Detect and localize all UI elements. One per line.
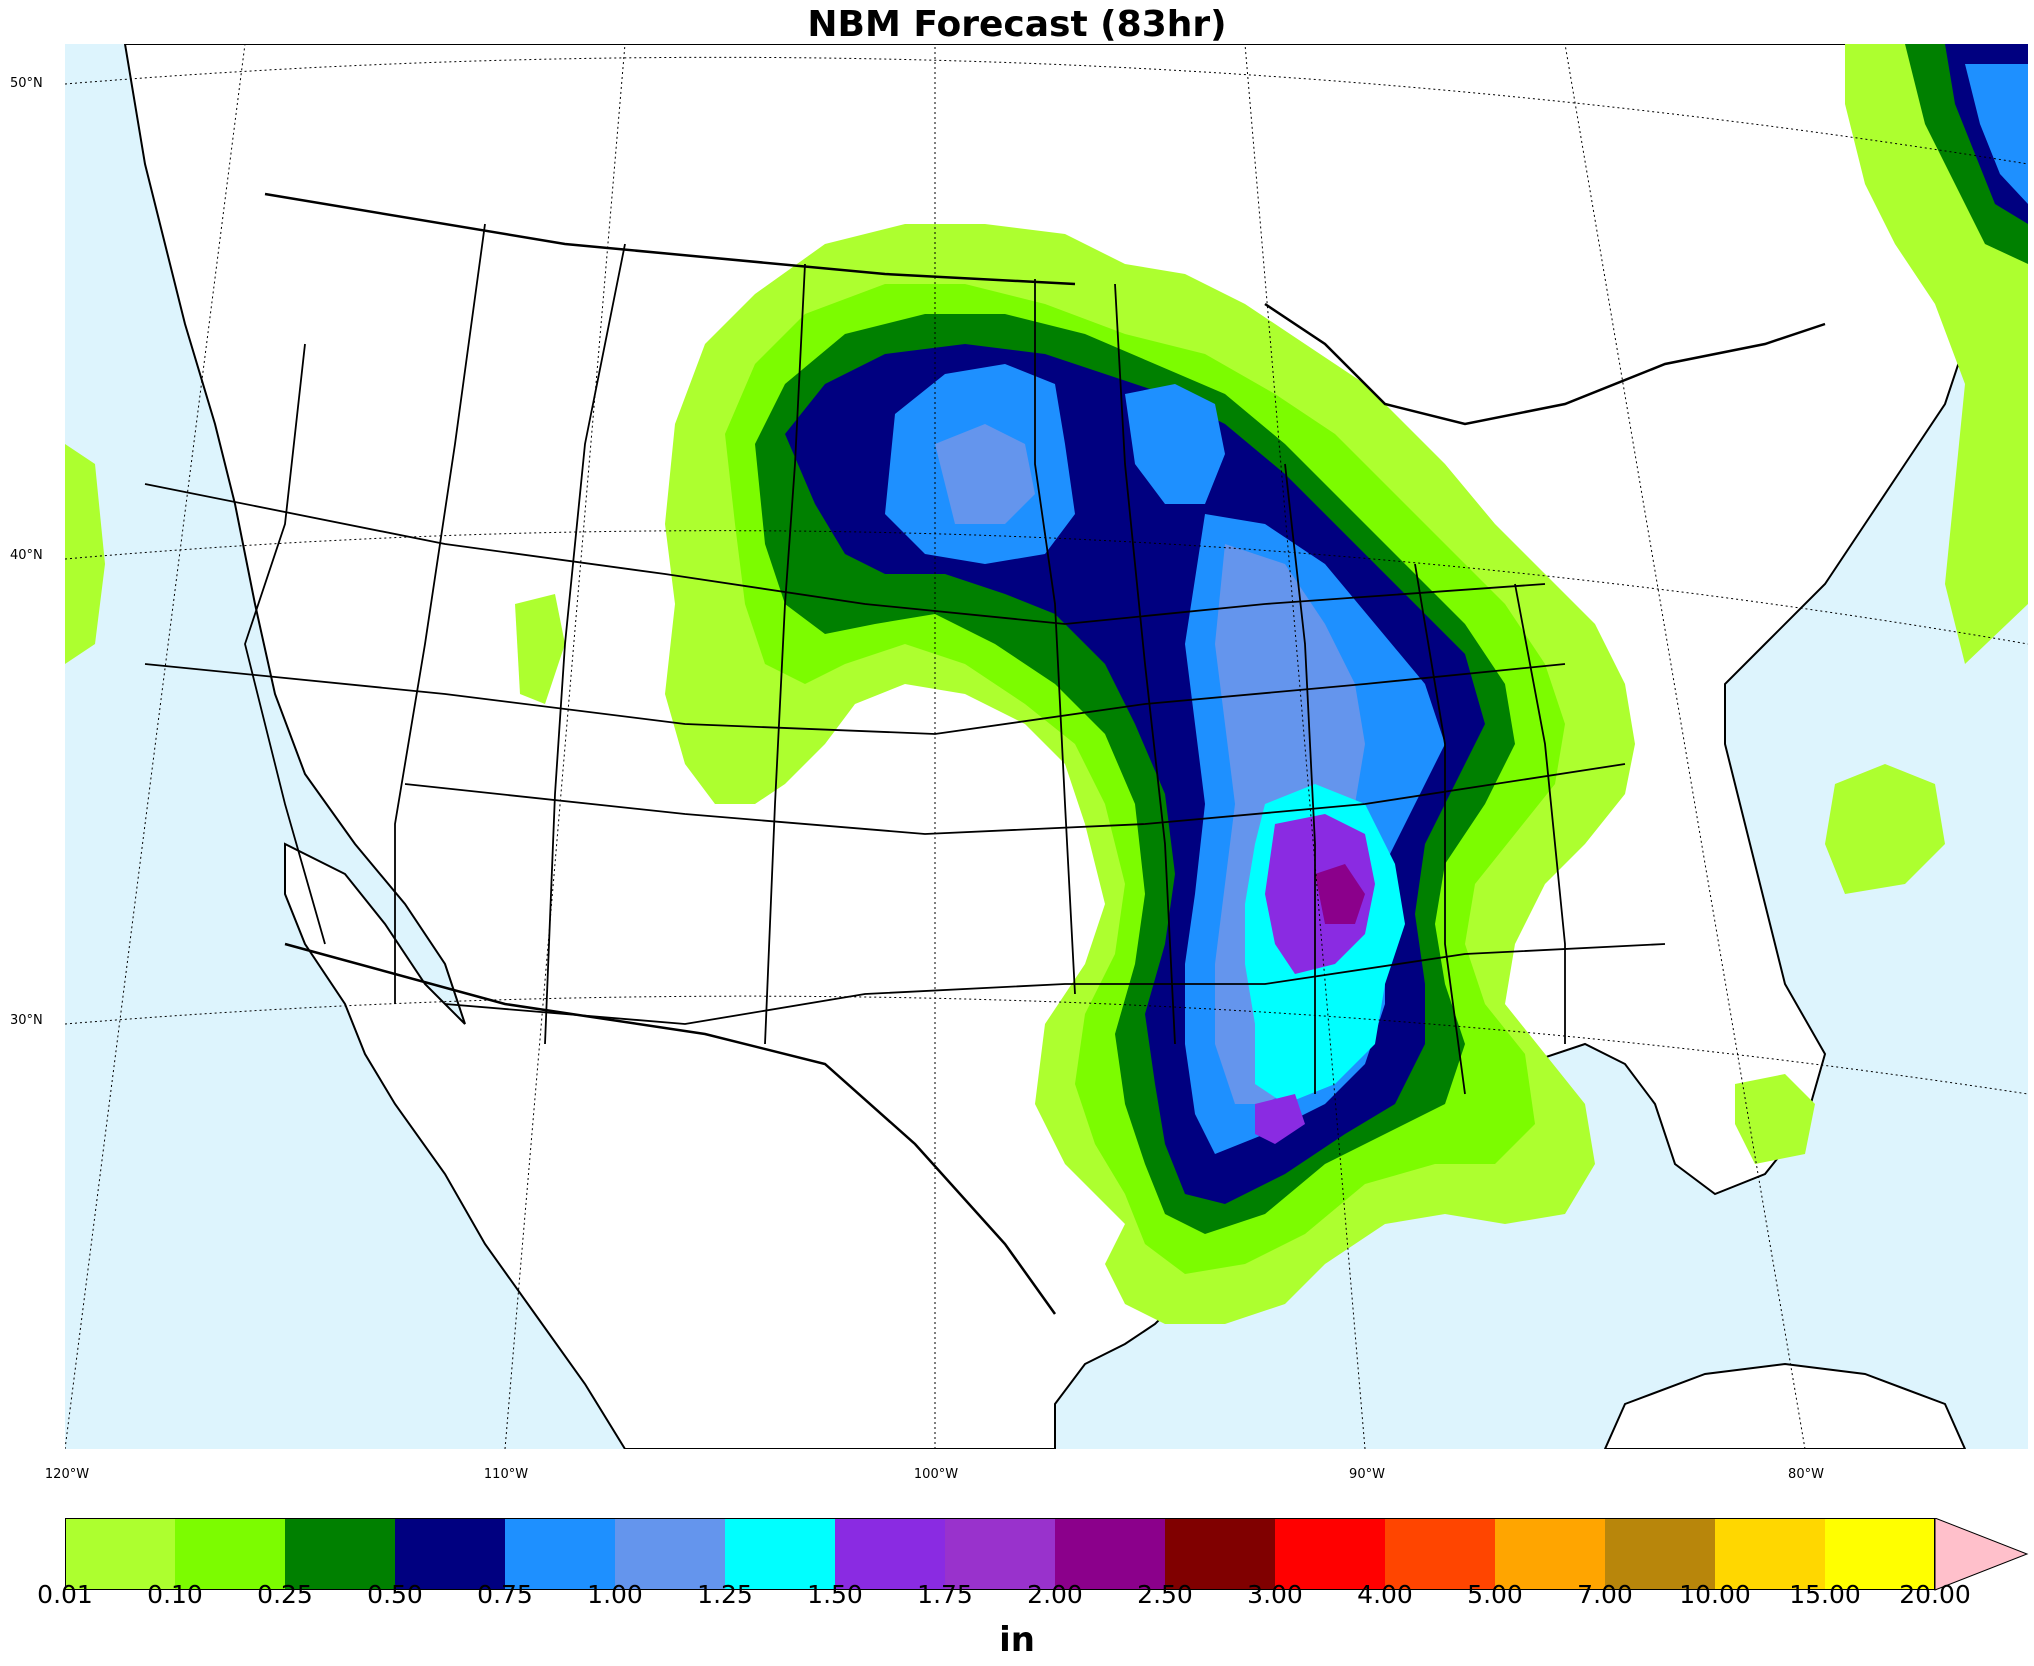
lat-label-30: 30°N — [10, 1013, 43, 1028]
political-borders — [264, 192, 1826, 1315]
colorbar-tick-label: 4.00 — [1357, 1580, 1413, 1609]
border-east-3 — [1514, 583, 1566, 1044]
colorbar-tick-label: 20.00 — [1899, 1580, 1971, 1609]
colorbar-tick-label: 0.25 — [257, 1580, 313, 1609]
precip-colorado — [515, 594, 565, 704]
map-canvas — [65, 44, 2028, 1449]
colorbar-units: in — [999, 1620, 1035, 1660]
border-west-3 — [544, 243, 626, 1045]
colorbar-segment — [1165, 1518, 1275, 1590]
colorbar-segment — [1825, 1518, 1935, 1590]
border-mid-2 — [1034, 279, 1076, 995]
colorbar-tick-label: 1.00 — [587, 1580, 643, 1609]
precip-florida-east — [1735, 1074, 1815, 1164]
colorbar-segment — [65, 1518, 175, 1590]
colorbar-segment — [1055, 1518, 1165, 1590]
colorbar-tick-label: 0.01 — [37, 1580, 93, 1609]
colorbar-tick-label: 1.75 — [917, 1580, 973, 1609]
lon-label-100: 100°W — [913, 1467, 959, 1482]
colorbar-segment — [505, 1518, 615, 1590]
border-west-2 — [394, 223, 486, 1004]
colorbar-tick-label: 2.50 — [1137, 1580, 1193, 1609]
lon-line-110 — [504, 44, 626, 1449]
great-lakes-border — [1264, 302, 1826, 426]
colorbar-segment — [1385, 1518, 1495, 1590]
lon-line-120 — [65, 44, 246, 1449]
lat-label-50: 50°N — [10, 76, 43, 91]
precip-atlantic — [1825, 764, 1945, 894]
border-lat-4 — [444, 943, 1666, 1025]
precip-ne-0.75 — [1965, 64, 2028, 204]
border-east-2 — [1414, 563, 1466, 1095]
colorbar-tick-label: 5.00 — [1467, 1580, 1523, 1609]
lat-label-40: 40°N — [10, 548, 43, 563]
colorbar-tick-label: 0.10 — [147, 1580, 203, 1609]
border-east-1 — [1284, 463, 1316, 1094]
colorbar-segment — [1275, 1518, 1385, 1590]
colorbar-segment — [175, 1518, 285, 1590]
border-mid-3 — [1114, 283, 1176, 1045]
colorbar-segment — [1495, 1518, 1605, 1590]
colorbar-segment — [725, 1518, 835, 1590]
precip-2.00 — [1315, 864, 1365, 924]
lon-label-90: 90°W — [1349, 1467, 1385, 1482]
colorbar-segment — [1605, 1518, 1715, 1590]
border-lat-2 — [144, 663, 1566, 735]
colorbar-tick-label: 1.50 — [807, 1580, 863, 1609]
colorbar-segment — [615, 1518, 725, 1590]
colorbar-tick-label: 10.00 — [1679, 1580, 1751, 1609]
colorbar-tick-label: 2.00 — [1027, 1580, 1083, 1609]
precip-field — [65, 44, 2028, 1324]
lon-line-90 — [1244, 44, 1366, 1449]
colorbar-tick-label: 1.25 — [697, 1580, 753, 1609]
colorbar-segment — [1715, 1518, 1825, 1590]
colorbar-segment — [285, 1518, 395, 1590]
colorbar-tick-label: 15.00 — [1789, 1580, 1861, 1609]
border-west-1 — [244, 343, 326, 945]
cuba-land — [1603, 1362, 1967, 1449]
lon-label-120: 120°W — [44, 1467, 90, 1482]
border-lat-1 — [144, 483, 1546, 625]
colorbar-svg — [65, 1517, 2029, 1591]
colorbar-tick-label: 7.00 — [1577, 1580, 1633, 1609]
colorbar-ticks: 0.01 0.10 0.25 0.50 0.75 1.00 1.25 1.50 1.75 2.00… — [0, 1580, 2034, 1610]
border-mid-1 — [764, 263, 806, 1045]
colorbar-segment — [945, 1518, 1055, 1590]
colorbar-segment — [395, 1518, 505, 1590]
lon-label-110: 110°W — [483, 1467, 529, 1482]
colorbar-segment — [835, 1518, 945, 1590]
us-mexico-border — [284, 942, 1057, 1315]
colorbar-outline — [65, 1518, 1935, 1590]
precip-west-coast — [65, 444, 105, 664]
lat-line-50 — [65, 56, 2028, 165]
lat-line-30 — [65, 995, 2028, 1095]
colorbar-tick-label: 0.50 — [367, 1580, 423, 1609]
map-title: NBM Forecast (83hr) — [807, 4, 1227, 45]
state-borders — [144, 223, 1666, 1095]
lon-label-80: 80°W — [1788, 1467, 1824, 1482]
colorbar — [65, 1517, 2030, 1598]
colorbar-tick-label: 3.00 — [1247, 1580, 1303, 1609]
border-lat-3 — [404, 763, 1626, 835]
us-canada-border — [264, 192, 1076, 286]
colorbar-tick-label: 0.75 — [477, 1580, 533, 1609]
forecast-map — [65, 44, 2028, 1449]
